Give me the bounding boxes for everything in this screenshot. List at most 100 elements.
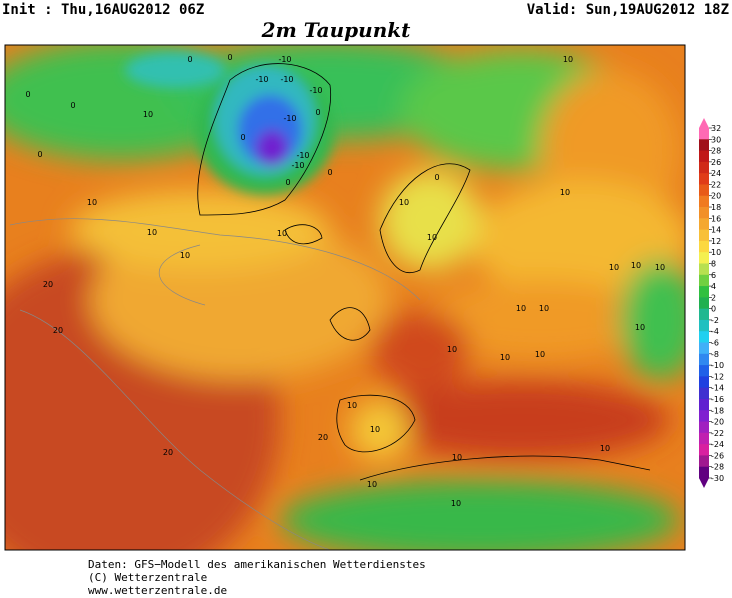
footer-copyright: (C) Wetterzentrale [88, 571, 207, 584]
contour-label: -10 [283, 114, 296, 123]
contour-label: 0 [327, 168, 332, 177]
contour-label: 10 [143, 110, 153, 119]
contour-label: -10 [309, 86, 322, 95]
colorbar-band [699, 173, 709, 185]
contour-label: 10 [347, 401, 357, 410]
contour-label: 0 [37, 150, 42, 159]
colorbar-band [699, 342, 709, 355]
colorbar-label: 32 [711, 124, 721, 133]
colorbar-label: -8 [711, 350, 719, 359]
colorbar-label: 30 [711, 135, 721, 144]
colorbar-label: -2 [711, 316, 719, 325]
colorbar-label: 20 [711, 192, 721, 201]
contour-label: 0 [285, 178, 290, 187]
contour-label: 0 [434, 173, 439, 182]
contour-label: 10 [451, 499, 461, 508]
contour-label: 0 [315, 108, 320, 117]
colorbar-label: -20 [711, 418, 724, 427]
colorbar-label: 10 [711, 248, 721, 257]
colorbar-band [699, 161, 709, 174]
colorbar-label: -18 [711, 406, 724, 415]
contour-label: 10 [539, 304, 549, 313]
colorbar-band [699, 455, 709, 468]
colorbar-band [699, 421, 709, 434]
contour-label: 0 [70, 101, 75, 110]
contour-label: 10 [87, 198, 97, 207]
contour-label: 10 [535, 350, 545, 359]
colorbar-band [699, 286, 709, 298]
colorbar-band [699, 207, 709, 219]
colorbar-label: -24 [711, 440, 724, 449]
contour-label: -10 [278, 55, 291, 64]
colorbar-band [699, 252, 709, 264]
colorbar-top-cap [699, 118, 709, 128]
contour-label: -10 [296, 151, 309, 160]
contour-label: 10 [277, 229, 287, 238]
colorbar-band [699, 229, 709, 242]
colorbar-label: -12 [711, 372, 724, 381]
colorbar-label: 18 [711, 203, 721, 212]
colorbar-label: -22 [711, 429, 724, 438]
init-text: Init : Thu,16AUG2012 06Z [2, 2, 204, 18]
contour-label: 10 [367, 480, 377, 489]
colorbar-label: -30 [711, 474, 724, 483]
map-title: 2m Taupunkt [261, 18, 411, 42]
contour-label: -10 [280, 75, 293, 84]
contour-label: 10 [427, 233, 437, 242]
contour-label: 10 [447, 345, 457, 354]
colorbar-label: -14 [711, 384, 724, 393]
contour-label: 20 [318, 433, 328, 442]
colorbar-band [699, 319, 709, 332]
contour-label: 10 [500, 353, 510, 362]
colorbar-band [699, 398, 709, 411]
contour-label: 10 [516, 304, 526, 313]
colorbar-label: 22 [711, 180, 721, 189]
contour-label: 10 [600, 444, 610, 453]
contour-label: 20 [163, 448, 173, 457]
colorbar-band [699, 128, 709, 140]
map [5, 45, 685, 550]
colorbar-band [699, 331, 709, 344]
colorbar-band [699, 139, 709, 152]
contour-label: 0 [227, 53, 232, 62]
colorbar-label: 6 [711, 271, 716, 280]
contour-label: -10 [291, 161, 304, 170]
colorbar-label: 12 [711, 237, 721, 246]
coastlines [197, 63, 651, 481]
contour-label: 10 [655, 263, 665, 272]
contour-label: 10 [399, 198, 409, 207]
contour-label: 10 [609, 263, 619, 272]
colorbar-label: -4 [711, 327, 719, 336]
colorbar-label: 24 [711, 169, 721, 178]
contour-lines [9, 218, 421, 550]
colorbar-label: 8 [711, 259, 716, 268]
colorbar-label: 16 [711, 214, 721, 223]
colorbar-label: 2 [711, 293, 716, 302]
colorbar-band [699, 274, 709, 287]
contour-label: 20 [43, 280, 53, 289]
footer-source: Daten: GFS−Modell des amerikanischen Wet… [88, 558, 426, 571]
footer-url: www.wetterzentrale.de [88, 584, 227, 597]
colorbar-label: 0 [711, 305, 716, 314]
colorbar-band [699, 365, 709, 377]
colorbar-band [699, 466, 709, 479]
contour-label: -10 [255, 75, 268, 84]
contour-label: 10 [180, 251, 190, 260]
colorbar-label: 14 [711, 226, 721, 235]
contour-label: 10 [452, 453, 462, 462]
colorbar-band [699, 444, 709, 456]
colorbar-band [699, 410, 709, 423]
contour-label: 10 [635, 323, 645, 332]
colorbar-band [699, 184, 709, 197]
colorbar-bottom-cap [699, 478, 709, 488]
colorbar-band [699, 297, 709, 310]
contour-label: 20 [53, 326, 63, 335]
colorbar-label: 28 [711, 147, 721, 156]
contour-label: 10 [147, 228, 157, 237]
contour-label: 0 [187, 55, 192, 64]
colorbar-band [699, 263, 709, 276]
colorbar-band [699, 218, 709, 231]
contour-label: 10 [370, 425, 380, 434]
